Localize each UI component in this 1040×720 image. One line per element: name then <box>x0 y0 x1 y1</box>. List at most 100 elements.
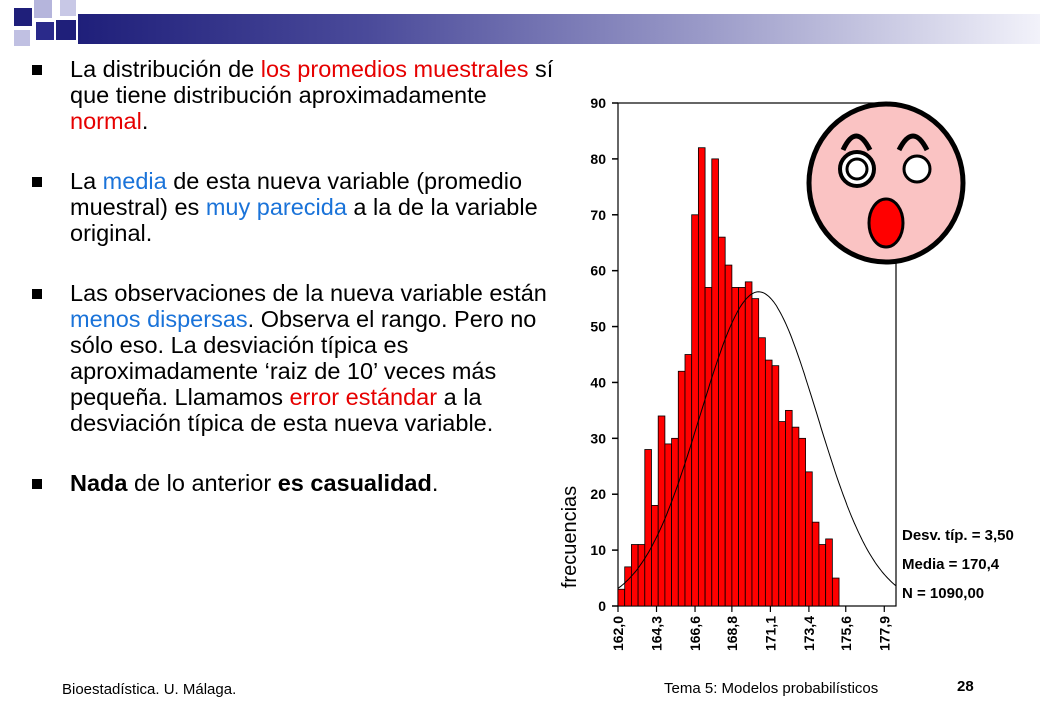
header-square-light-2 <box>60 0 76 16</box>
y-tick-label: 80 <box>590 151 606 167</box>
right-eye <box>902 154 932 184</box>
header-square-light-1 <box>34 0 52 18</box>
x-tick-label: 168,8 <box>724 616 740 651</box>
x-tick-label: 164,3 <box>649 616 665 651</box>
histogram-bar <box>637 544 646 607</box>
x-tick-label: 177,9 <box>876 616 892 651</box>
histogram-bar <box>718 236 726 607</box>
y-axis-label: frecuencias <box>559 486 581 588</box>
x-tick-label: 171,1 <box>762 616 778 651</box>
histogram-bar <box>644 449 652 607</box>
bullet-text-segment: La <box>70 168 103 194</box>
x-tick-label: 166,6 <box>687 616 703 651</box>
bullet-text-segment: a la desviación típica de esta nueva var… <box>70 384 494 436</box>
y-tick-label: 0 <box>598 598 606 614</box>
bullet-list: La distribución de los promedios muestra… <box>30 56 560 530</box>
histogram-bar <box>691 214 699 607</box>
left-eyebrow <box>840 133 873 152</box>
bullet-text-segment: de lo anterior <box>127 470 278 496</box>
y-tick-label: 10 <box>590 542 606 558</box>
bullet-text-segment: a la de la variable original. <box>70 194 538 246</box>
stats-line: N = 1090,00 <box>902 585 984 602</box>
left-eye-inner <box>845 157 869 181</box>
bullet-item: La distribución de los promedios muestra… <box>30 56 560 134</box>
y-tick-label: 90 <box>590 95 606 111</box>
x-tick-label: 162,0 <box>610 616 626 651</box>
histogram-bar <box>657 415 666 607</box>
bullet-square-icon <box>32 65 42 75</box>
histogram-bar <box>724 264 733 607</box>
footer-course: Bioestadística. U. Málaga. <box>62 681 237 698</box>
header-square-navy-3 <box>56 20 76 40</box>
bullet-text-segment: muy parecida <box>205 194 347 220</box>
bullet-text-segment: . <box>431 470 439 496</box>
stats-line: Media = 170,4 <box>902 556 1000 573</box>
histogram-bar <box>684 354 693 607</box>
histogram-bar <box>771 365 780 607</box>
footer-topic: Tema 5: Modelos probabilísticos <box>664 680 879 697</box>
y-tick-label: 30 <box>590 430 606 446</box>
histogram-bar <box>758 337 766 607</box>
y-tick-label: 50 <box>590 319 606 335</box>
histogram-bar <box>791 426 800 607</box>
bullet-text-segment: sí que tiene distribución aproximadament… <box>70 56 554 108</box>
histogram-bar <box>811 521 820 607</box>
y-tick-label: 60 <box>590 263 606 279</box>
bullet-text-segment: los promedios muestrales <box>260 56 529 82</box>
histogram-bar <box>798 437 806 607</box>
header-square-navy-1 <box>14 8 32 26</box>
histogram-bar <box>738 287 746 607</box>
histogram-bar <box>711 158 719 607</box>
right-eyebrow <box>896 133 930 152</box>
bullet-text-segment: de esta nueva variable (promedio muestra… <box>70 168 523 220</box>
bullet-text-segment: es casualidad <box>277 470 432 496</box>
normal-curve-line <box>617 291 897 589</box>
bullet-square-icon <box>32 479 42 489</box>
histogram-bar <box>818 544 827 607</box>
bullet-text-segment: menos dispersas <box>70 306 248 332</box>
bullet-square-icon <box>32 289 42 299</box>
histogram-bar <box>664 443 672 607</box>
bullet-text-segment: La distribución de <box>70 56 261 82</box>
histogram-bar <box>751 298 760 607</box>
y-tick-label: 20 <box>590 486 606 502</box>
histogram-bar <box>785 409 793 607</box>
page-number: 28 <box>957 678 974 695</box>
bullet-text-segment: . <box>141 108 149 134</box>
histogram-bar <box>778 421 786 607</box>
bullet-text-segment: media <box>102 168 167 194</box>
histogram-bar <box>805 471 813 607</box>
histogram-bar <box>744 281 753 607</box>
x-tick-label: 175,6 <box>838 616 854 651</box>
x-tick-label: 173,4 <box>801 616 817 651</box>
stats-line: Desv. típ. = 3,50 <box>902 527 1014 544</box>
header-decoration-bar <box>78 14 1040 44</box>
open-mouth <box>867 197 905 249</box>
histogram-bar <box>651 504 659 607</box>
y-tick-label: 40 <box>590 374 606 390</box>
histogram-bar <box>831 577 840 607</box>
bullet-item: Nada de lo anterior es casualidad. <box>30 470 560 496</box>
y-tick-label: 70 <box>590 207 606 223</box>
histogram-bar <box>825 538 833 607</box>
bullet-item: Las observaciones de la nueva variable e… <box>30 280 560 436</box>
header-square-navy-2 <box>36 22 54 40</box>
histogram-chart: 0 10 20 30 40 50 60 70 80 90 162,0 164,3 166,6 168,8 1… <box>559 95 1014 651</box>
bullet-text-segment: Nada <box>70 470 128 496</box>
bullet-text-segment: normal <box>70 108 142 134</box>
histogram-bar <box>617 588 626 607</box>
bullet-text-segment: . Observa el rango. Pero no sólo eso. La… <box>70 306 537 410</box>
bullet-text-segment: error estándar <box>289 384 438 410</box>
histogram-bar <box>624 566 632 607</box>
histogram-bar <box>677 370 686 607</box>
histogram-bar <box>731 287 739 607</box>
histogram-bar <box>704 287 713 607</box>
bullet-text-segment: Las observaciones de la nueva variable e… <box>70 280 547 306</box>
histogram-bar <box>697 147 706 607</box>
bullet-square-icon <box>32 177 42 187</box>
header-square-light-3 <box>14 30 30 46</box>
histogram-bar <box>671 437 679 607</box>
bullet-item: La media de esta nueva variable (promedi… <box>30 168 560 246</box>
histogram-bar <box>764 359 773 607</box>
surprised-face-icon <box>806 101 966 265</box>
